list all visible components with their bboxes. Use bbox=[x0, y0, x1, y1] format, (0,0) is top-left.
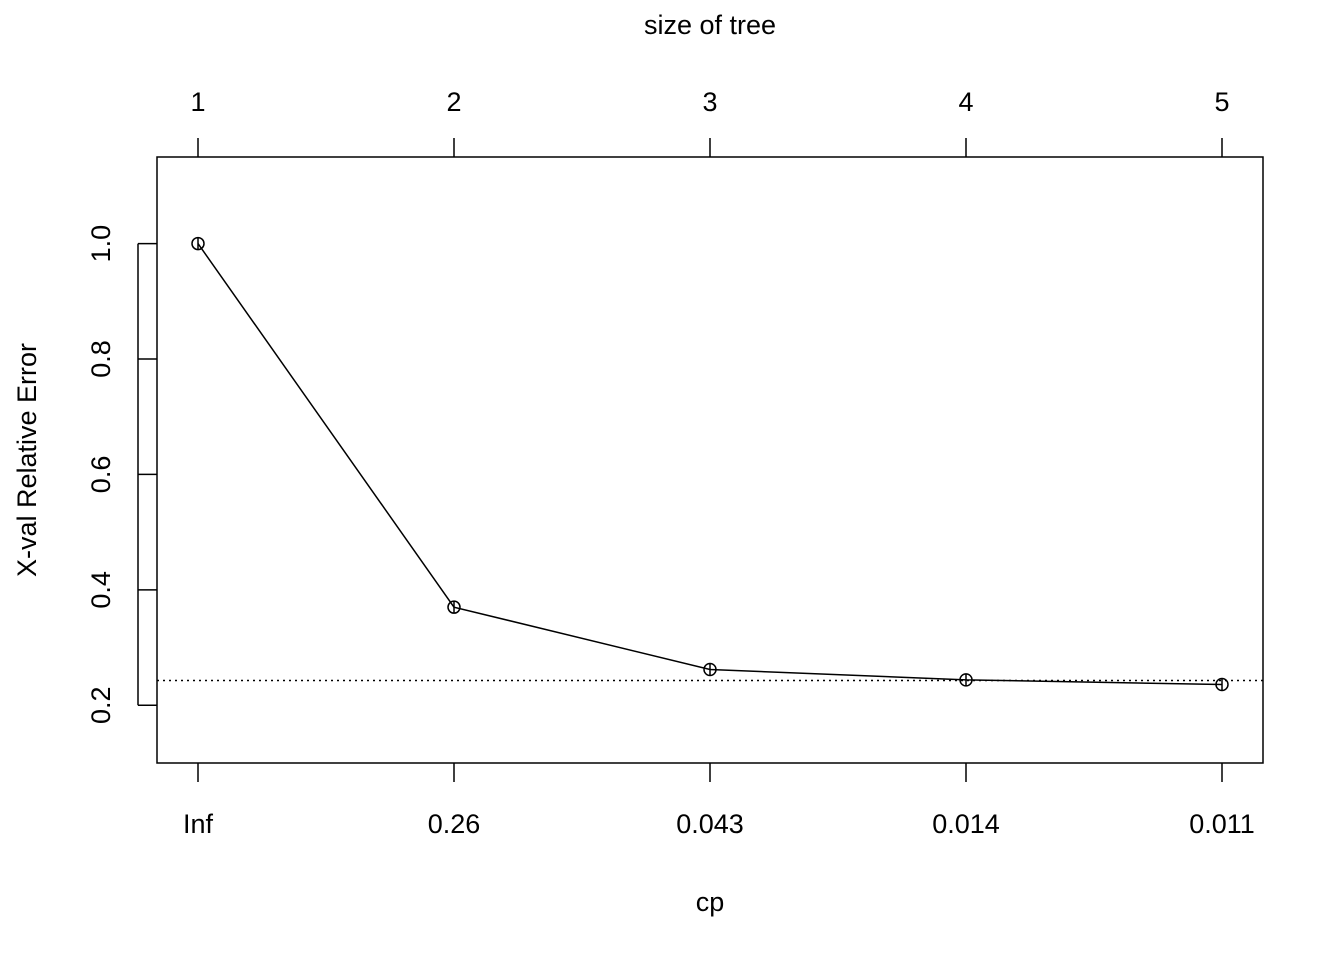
top-tick-label: 2 bbox=[446, 87, 461, 117]
x-tick-label: 0.26 bbox=[428, 809, 481, 839]
y-tick-label: 0.6 bbox=[86, 456, 116, 494]
y-tick-label: 1.0 bbox=[86, 225, 116, 263]
top-axis-title: size of tree bbox=[644, 10, 776, 40]
y-tick-label: 0.4 bbox=[86, 571, 116, 609]
top-tick-label: 3 bbox=[702, 87, 717, 117]
x-axis-title: cp bbox=[696, 887, 725, 917]
x-tick-label: 0.043 bbox=[676, 809, 744, 839]
y-axis-title: X-val Relative Error bbox=[12, 343, 42, 577]
top-tick-label: 4 bbox=[958, 87, 973, 117]
y-tick-label: 0.8 bbox=[86, 340, 116, 378]
top-tick-label: 1 bbox=[190, 87, 205, 117]
x-tick-label: 0.011 bbox=[1189, 809, 1255, 839]
y-tick-label: 0.2 bbox=[86, 687, 116, 725]
chart-marks: 1 2 3 4 5 Inf 0.26 0.043 0.014 0.011 0.2 0.4 0.6 0.8 1… bbox=[86, 87, 1263, 839]
x-tick-label: 0.014 bbox=[932, 809, 1000, 839]
top-tick-label: 5 bbox=[1214, 87, 1229, 117]
x-tick-label: Inf bbox=[183, 809, 214, 839]
series-line bbox=[197, 243, 1223, 686]
